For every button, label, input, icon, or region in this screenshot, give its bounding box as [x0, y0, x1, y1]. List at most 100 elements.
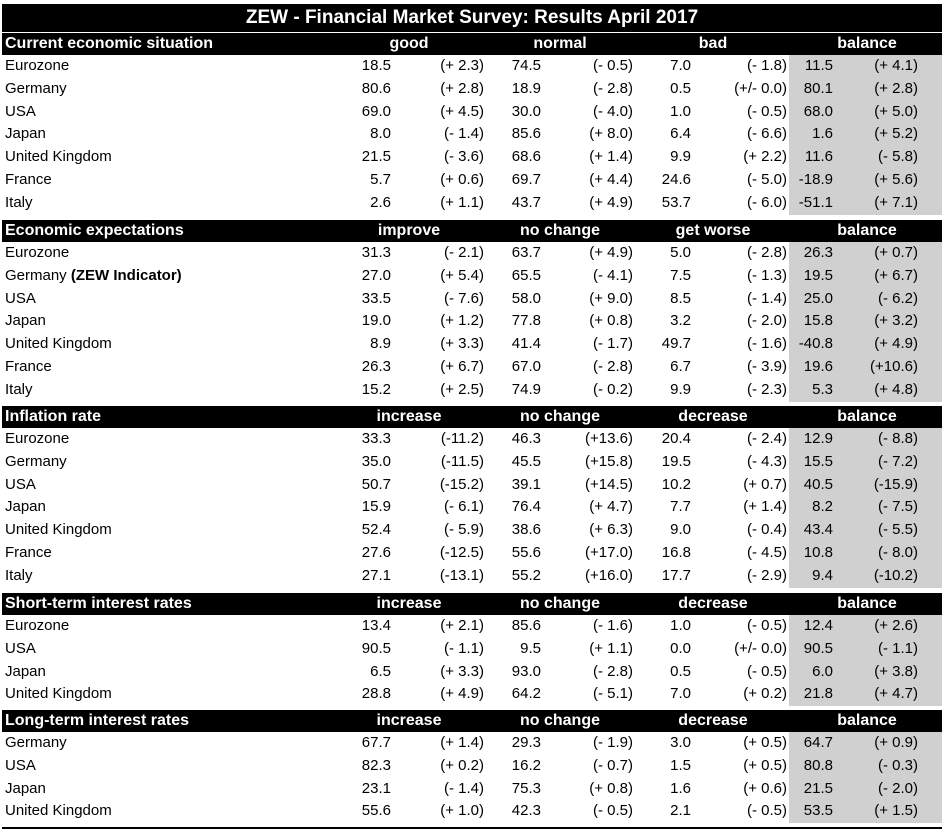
table-row: Japan 8.0 (- 1.4) 85.6 (+ 8.0) 6.4 (- 6.6) 1.6 (…	[2, 123, 942, 146]
change-cell: (- 4.0)	[592, 102, 633, 120]
value-cell: 19.5	[661, 452, 691, 470]
value-cell: 25.0	[803, 289, 833, 307]
change-cell: (+ 0.8)	[589, 312, 633, 330]
value-cell: 6.5	[370, 662, 391, 680]
value-cell: 16.2	[511, 756, 541, 774]
change-cell: (- 5.8)	[877, 148, 918, 166]
change-cell: (+ 4.4)	[589, 170, 633, 188]
change-cell: (- 3.9)	[746, 357, 787, 375]
change-cell: (+ 5.4)	[440, 266, 484, 284]
indicator-note: (ZEW Indicator)	[70, 266, 182, 284]
column-header: balance	[837, 408, 897, 425]
change-cell: (- 1.7)	[592, 335, 633, 353]
section-header: Economic expectations improve no change get…	[2, 220, 942, 242]
section-current-economic-situation: Current economic situation good normal bad b…	[2, 33, 942, 215]
table-row: United Kingdom 55.6 (+ 1.0) 42.3 (- 0.5) 2.1 (…	[2, 800, 942, 823]
value-cell: 8.9	[370, 335, 391, 353]
change-cell: (+ 4.9)	[589, 193, 633, 211]
country-name: Japan	[5, 125, 46, 143]
change-cell: (- 0.5)	[746, 662, 787, 680]
column-header: increase	[376, 595, 442, 612]
value-cell: 39.1	[511, 475, 541, 493]
change-cell: (+16.0)	[585, 566, 633, 584]
table-row: France 27.6 (-12.5) 55.6 (+17.0) 16.8 (- 4.5) 1…	[2, 542, 942, 565]
change-cell: (-11.2)	[440, 430, 484, 447]
table-row: Italy 27.1 (-13.1) 55.2 (+16.0) 17.7 (- 2.9) 9.…	[2, 565, 942, 588]
country-name: Japan	[5, 312, 46, 330]
country-name: Eurozone	[5, 57, 70, 74]
change-cell: (-15.2)	[439, 475, 484, 493]
row-label: Italy	[5, 192, 33, 215]
row-label: United Kingdom	[5, 146, 112, 169]
change-cell: (+ 5.0)	[874, 102, 918, 120]
change-cell: (- 2.1)	[443, 244, 484, 261]
change-cell: (- 0.5)	[746, 102, 787, 120]
value-cell: 0.5	[670, 79, 691, 97]
value-cell: 7.0	[670, 57, 691, 74]
value-cell: 19.5	[803, 266, 833, 284]
value-cell: 85.6	[511, 125, 541, 143]
change-cell: (+ 6.7)	[874, 266, 918, 284]
column-header: balance	[837, 35, 897, 52]
change-cell: (- 5.5)	[877, 521, 918, 539]
value-cell: 21.5	[361, 148, 391, 166]
value-cell: 93.0	[511, 662, 541, 680]
change-cell: (+ 0.5)	[743, 734, 787, 751]
value-cell: 53.5	[803, 802, 833, 820]
change-cell: (- 1.1)	[443, 639, 484, 657]
value-cell: 26.3	[803, 244, 833, 261]
change-cell: (- 5.1)	[592, 685, 633, 703]
column-header: balance	[837, 712, 897, 729]
value-cell: 85.6	[511, 617, 541, 634]
change-cell: (+ 4.5)	[440, 102, 484, 120]
change-cell: (+ 0.7)	[743, 475, 787, 493]
change-cell: (+ 1.4)	[440, 734, 484, 751]
row-label: Eurozone	[5, 615, 69, 638]
change-cell: (- 2.0)	[746, 312, 787, 330]
country-name: United Kingdom	[5, 335, 112, 353]
balance-column-shading	[789, 242, 942, 402]
country-name: Japan	[5, 779, 46, 797]
value-cell: 20.4	[661, 430, 691, 447]
change-cell: (+ 1.2)	[440, 312, 484, 330]
value-cell: 43.7	[511, 193, 541, 211]
change-cell: (- 0.5)	[592, 57, 633, 74]
change-cell: (- 2.8)	[746, 244, 787, 261]
value-cell: 13.4	[361, 617, 391, 634]
table-row: United Kingdom 28.8 (+ 4.9) 64.2 (- 5.1) 7.0 (…	[2, 683, 942, 706]
value-cell: 30.0	[511, 102, 541, 120]
change-cell: (+ 1.1)	[589, 639, 633, 657]
row-label: USA	[5, 288, 36, 311]
column-header: no change	[519, 408, 600, 425]
section-header: Long-term interest rates increase no chang…	[2, 710, 942, 732]
table-row: Japan 6.5 (+ 3.3) 93.0 (- 2.8) 0.5 (- 0.5) 6.0 (…	[2, 661, 942, 684]
value-cell: 58.0	[511, 289, 541, 307]
value-cell: 67.0	[511, 357, 541, 375]
change-cell: (+ 1.0)	[440, 802, 484, 820]
table-row: USA 82.3 (+ 0.2) 16.2 (- 0.7) 1.5 (+ 0.5) 80.8 (…	[2, 755, 942, 778]
section-header: Current economic situation good normal bad b…	[2, 33, 942, 55]
value-cell: 9.5	[520, 639, 541, 657]
change-cell: (- 0.3)	[877, 756, 918, 774]
value-cell: 6.7	[670, 357, 691, 375]
country-name: United Kingdom	[5, 802, 112, 820]
change-cell: (- 2.8)	[592, 662, 633, 680]
row-label: France	[5, 356, 52, 379]
table-row: Japan 15.9 (- 6.1) 76.4 (+ 4.7) 7.7 (+ 1.4) 8.2…	[2, 496, 942, 519]
change-cell: (+ 4.9)	[874, 335, 918, 353]
change-cell: (+ 0.9)	[874, 734, 918, 751]
change-cell: (+ 9.0)	[589, 289, 633, 307]
change-cell: (- 0.2)	[592, 380, 633, 398]
table-row: Italy 2.6 (+ 1.1) 43.7 (+ 4.9) 53.7 (- 6.0) -51…	[2, 192, 942, 215]
column-header: no change	[519, 595, 600, 612]
table-row: USA 90.5 (- 1.1) 9.5 (+ 1.1) 0.0 (+/- 0.0) 90.5…	[2, 638, 942, 661]
value-cell: 8.5	[670, 289, 691, 307]
value-cell: 80.6	[361, 79, 391, 97]
change-cell: (+ 2.8)	[440, 79, 484, 97]
value-cell: 45.5	[511, 452, 541, 470]
change-cell: (- 1.3)	[746, 266, 787, 284]
value-cell: 0.0	[670, 639, 691, 657]
change-cell: (-15.9)	[873, 475, 918, 493]
value-cell: 9.4	[812, 566, 833, 584]
country-name: USA	[5, 639, 36, 657]
